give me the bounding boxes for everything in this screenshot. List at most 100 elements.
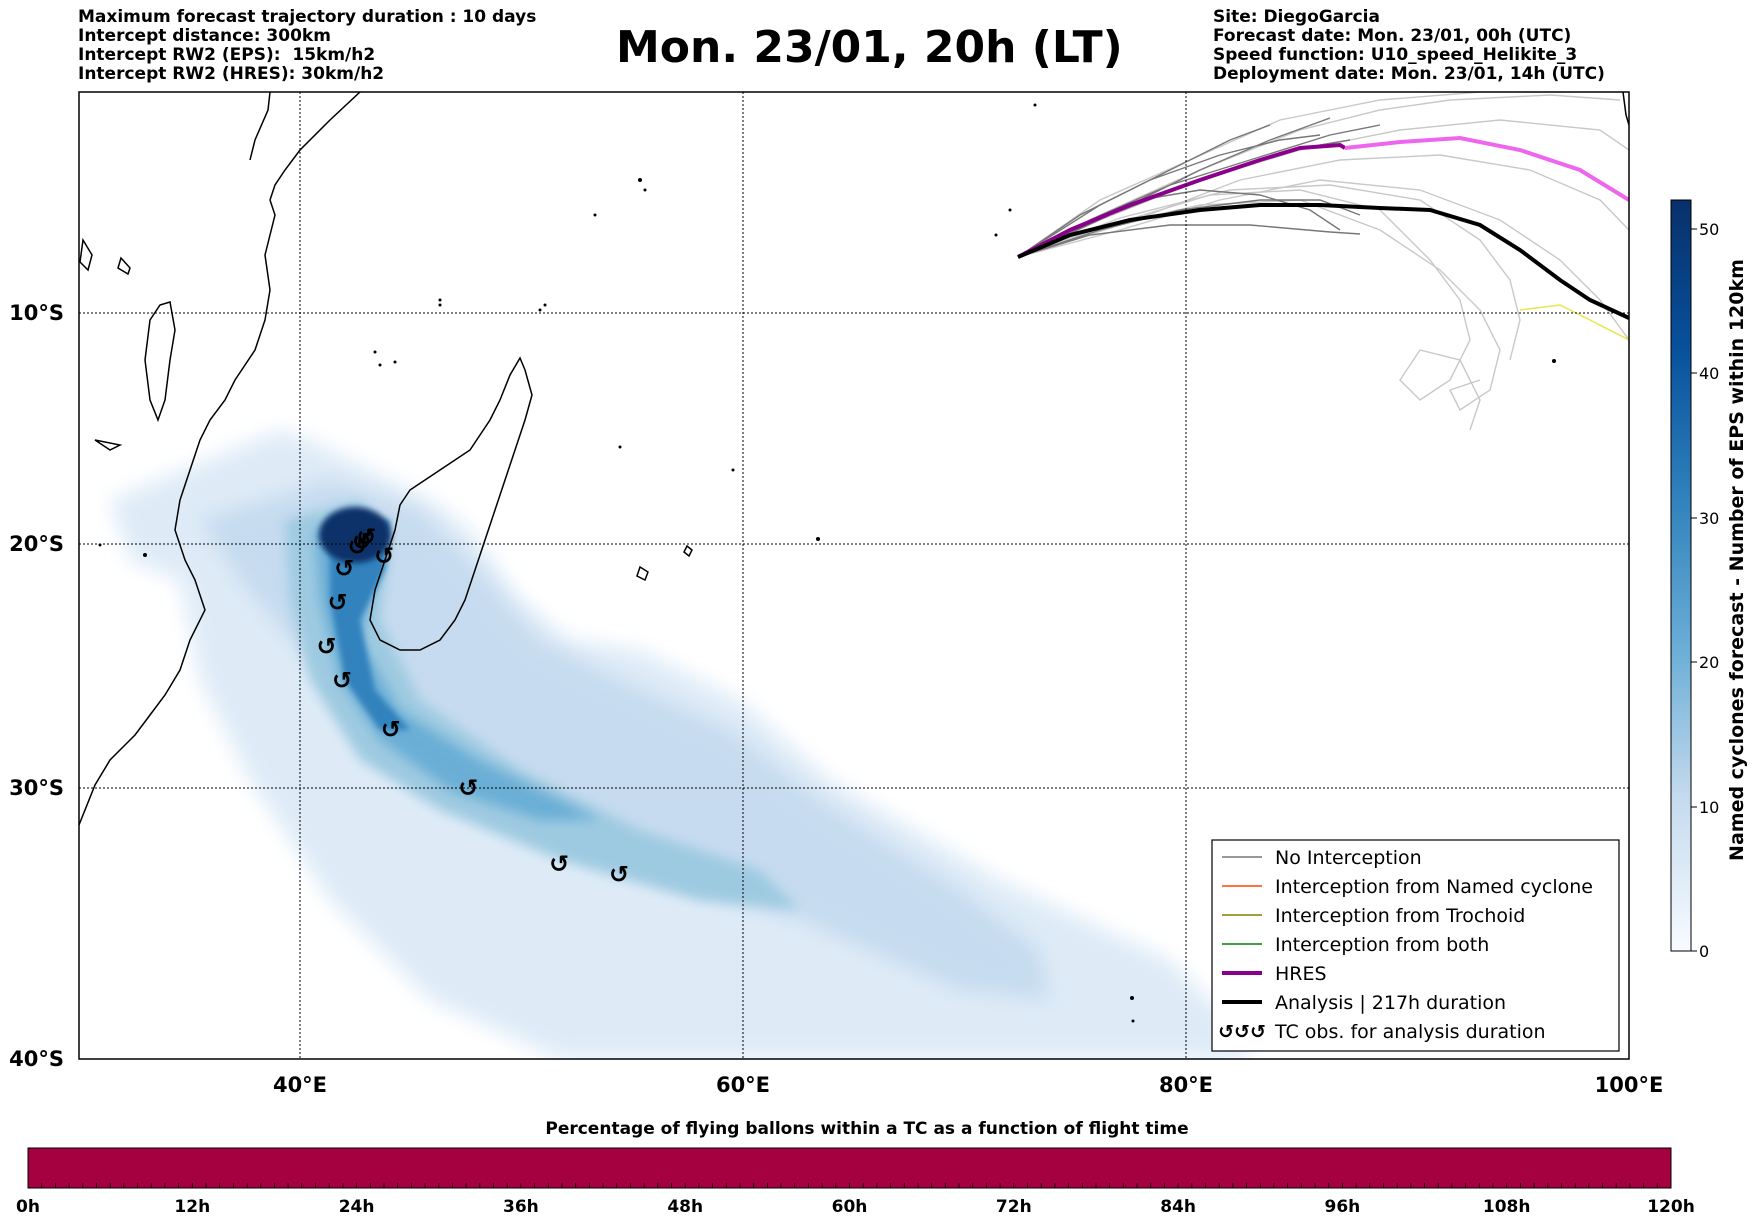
- lon-label: 80°E: [1159, 1073, 1213, 1097]
- eps-density-field: [110, 430, 1250, 1059]
- colorbar-tick: 10: [1699, 798, 1719, 817]
- site-line: Speed function: U10_speed_Helikite_3: [1213, 45, 1578, 65]
- site-parameters: Site: DiegoGarcia Forecast date: Mon. 23…: [1213, 8, 1605, 84]
- eps-trajectory: [1017, 224, 1361, 258]
- madagascar-coastline: [369, 356, 533, 651]
- island-outline: [79, 237, 93, 272]
- island-dots: [98, 103, 1556, 1023]
- flight-time-bar: Percentage of flying ballons within a TC…: [16, 1119, 1695, 1217]
- lon-label: 100°E: [1595, 1073, 1664, 1097]
- colorbar-label: Named cyclones forecast - Number of EPS …: [1726, 259, 1748, 861]
- lat-label: 10°S: [9, 301, 64, 325]
- colorbar-gradient: [1670, 199, 1692, 952]
- legend-label: Analysis | 217h duration: [1275, 992, 1506, 1014]
- density-level-5: [330, 520, 410, 730]
- flight-time-tick-label: 0h: [16, 1197, 40, 1217]
- flight-time-tick-label: 36h: [503, 1197, 539, 1217]
- colorbar-tick: 20: [1699, 653, 1719, 672]
- graticule: [79, 92, 1629, 1059]
- lon-label: 60°E: [716, 1073, 770, 1097]
- eps-trajectory: [1017, 94, 1621, 258]
- flight-time-tick-label: 12h: [174, 1197, 210, 1217]
- eps-trajectory: [1017, 179, 1629, 341]
- tc-observations: ↺↺↺↺↺↺↺↺↺↺↺ ↺: [317, 523, 630, 889]
- tc-observation-symbol: ↺: [549, 850, 569, 878]
- eps-trajectory: [1017, 199, 1501, 412]
- density-colorbar: 0 10 20 30 40 50 Named cyclones forecast…: [1670, 199, 1748, 961]
- mauritius-outline: [683, 544, 693, 558]
- eps-trajectory: [1017, 117, 1331, 258]
- africa-coastline: [79, 92, 361, 826]
- tc-observation-symbol: ↺: [328, 589, 348, 617]
- flight-time-bar-fill: [27, 1147, 1672, 1189]
- flight-time-tick-label: 108h: [1483, 1197, 1531, 1217]
- flight-time-tick-label: 48h: [667, 1197, 703, 1217]
- param-line: Intercept RW2 (HRES): 30km/h2: [78, 64, 385, 84]
- flight-time-minor-ticks: [41, 1183, 1658, 1188]
- tc-observation-symbol: ↺: [348, 532, 368, 560]
- flight-time-tick-label: 96h: [1325, 1197, 1361, 1217]
- eps-trajectory: [1017, 154, 1629, 258]
- site-line: Forecast date: Mon. 23/01, 00h (UTC): [1213, 26, 1572, 46]
- map-frame: [78, 91, 1630, 1060]
- island-outline: [144, 301, 176, 423]
- forecast-parameters: Maximum forecast trajectory duration : 1…: [78, 8, 536, 84]
- lat-label: 20°S: [9, 532, 64, 556]
- colorbar-tick: 50: [1699, 220, 1719, 239]
- reunion-outline: [636, 565, 649, 582]
- island-outline: [117, 256, 131, 276]
- tc-observation-symbol: ↺: [381, 715, 401, 743]
- density-level-2: [200, 480, 1050, 1000]
- eps-trajectory: [1017, 199, 1361, 258]
- site-line: Deployment date: Mon. 23/01, 14h (UTC): [1213, 64, 1605, 84]
- eps-trajectory: [1017, 124, 1271, 258]
- africa-north-coastline: [249, 92, 271, 161]
- legend-label: Interception from both: [1275, 934, 1489, 956]
- tc-observation-symbol: ↺: [334, 554, 354, 582]
- tc-observation-symbol: ↺: [352, 528, 372, 556]
- eps-trajectories: [1017, 92, 1629, 431]
- eps-trajectory: [1017, 119, 1629, 258]
- lat-label: 40°S: [9, 1047, 64, 1071]
- tc-symbol-icon: ↺↺↺: [1218, 1021, 1266, 1043]
- legend-label: Interception from Named cyclone: [1275, 876, 1593, 898]
- density-peak: [319, 507, 391, 563]
- flight-time-tick-label: 84h: [1160, 1197, 1196, 1217]
- tc-observation-symbol: ↺: [332, 667, 352, 695]
- legend-label: HRES: [1275, 963, 1327, 985]
- flight-time-tick-label: 72h: [996, 1197, 1032, 1217]
- colorbar-tick: 0: [1699, 942, 1709, 961]
- tc-observation-symbol: ↺: [317, 633, 337, 661]
- tc-observation-symbol: ↺: [609, 861, 629, 889]
- legend-box: [1211, 839, 1620, 1052]
- legend-label: Interception from Trochoid: [1275, 905, 1525, 927]
- flight-time-bar-title: Percentage of flying ballons within a TC…: [545, 1119, 1188, 1139]
- eps-trajectory: [1017, 92, 1481, 258]
- hres-trajectory: [1017, 142, 1347, 259]
- colorbar-tick: 30: [1699, 509, 1719, 528]
- param-line: Intercept RW2 (EPS): 15km/h2: [78, 45, 376, 65]
- colorbar-tick: 40: [1699, 364, 1719, 383]
- analysis-trajectory: [1017, 203, 1629, 320]
- map-title: Mon. 23/01, 20h (LT): [616, 22, 1123, 73]
- param-line: Intercept distance: 300km: [78, 26, 331, 46]
- legend-label: No Interception: [1275, 847, 1422, 869]
- coastlines: [79, 92, 1629, 826]
- site-line: Site: DiegoGarcia: [1213, 7, 1380, 27]
- legend-label: TC obs. for analysis duration: [1274, 1021, 1546, 1043]
- island-outline: [94, 439, 123, 451]
- hres-trajectory-extension: [1344, 135, 1629, 202]
- flight-time-tick-label: 24h: [339, 1197, 375, 1217]
- legend: No Interception Interception from Named …: [1211, 839, 1620, 1052]
- lat-label: 30°S: [9, 776, 64, 800]
- eps-trajectory: [1017, 134, 1321, 258]
- flight-time-ticks: 0h 12h 24h 36h 48h 60h 72h 84h 96h 108h 120h: [16, 1197, 1695, 1217]
- tc-observation-symbol: ↺: [374, 542, 394, 570]
- flight-time-tick-label: 60h: [832, 1197, 868, 1217]
- flight-time-tick-label: 120h: [1647, 1197, 1695, 1217]
- param-line: Maximum forecast trajectory duration : 1…: [78, 7, 537, 27]
- eps-trajectory: [1017, 184, 1521, 361]
- lon-label: 40°E: [273, 1073, 327, 1097]
- island-outline: [1622, 92, 1629, 126]
